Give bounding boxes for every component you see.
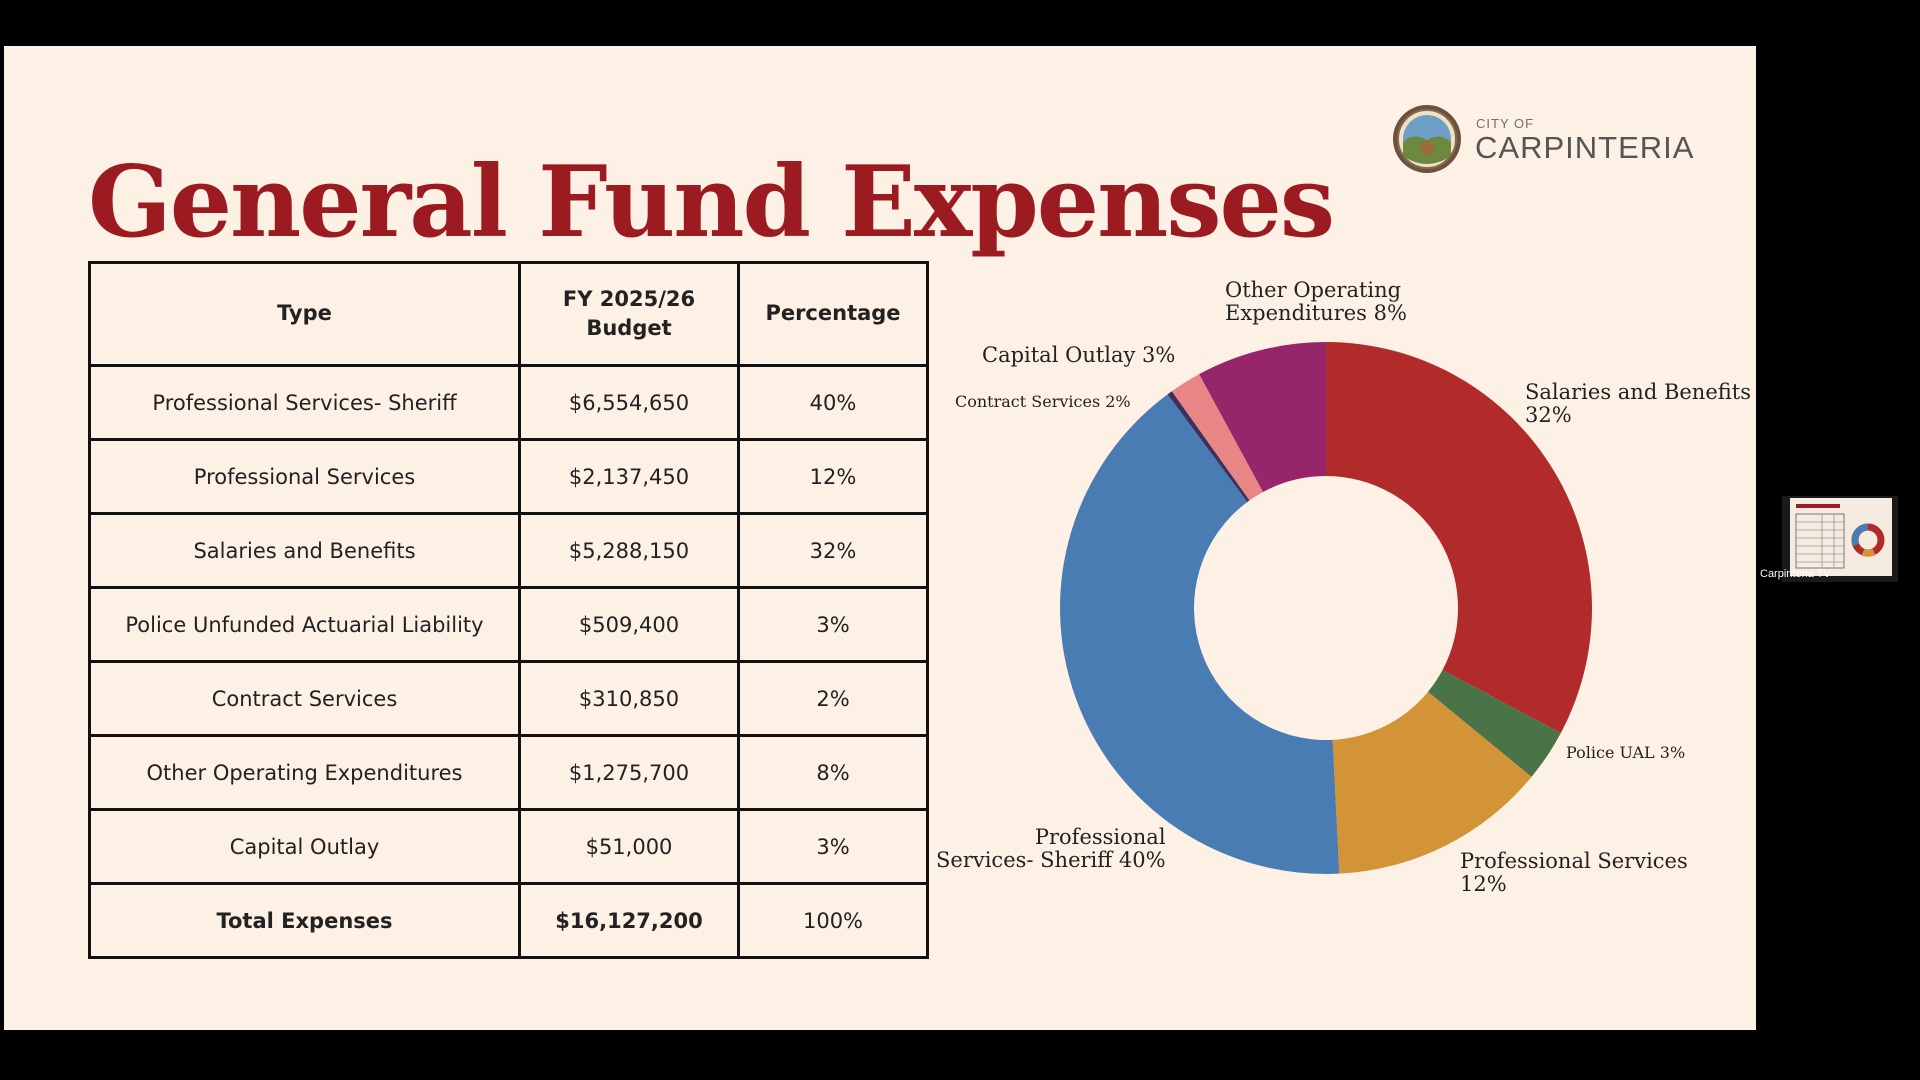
cell-total-label: Total Expenses bbox=[88, 882, 521, 959]
table-row: Salaries and Benefits $5,288,150 32% bbox=[88, 512, 929, 589]
donut-slice-salaries-and-benefits bbox=[1326, 342, 1592, 734]
cell-type: Capital Outlay bbox=[88, 808, 521, 885]
donut-slice-capital-outlay bbox=[1167, 391, 1250, 502]
cell-type: Salaries and Benefits bbox=[88, 512, 521, 589]
city-seal-icon bbox=[1393, 105, 1461, 173]
logo-city-name: CARPINTERIA bbox=[1475, 130, 1695, 165]
donut-slice-contract-services bbox=[1171, 374, 1264, 501]
table-header-row: Type FY 2025/26 Budget Percentage bbox=[88, 261, 929, 367]
header-budget-text: FY 2025/26 Budget bbox=[562, 286, 696, 340]
table-row: Professional Services $2,137,450 12% bbox=[88, 438, 929, 515]
table-row: Capital Outlay $51,000 3% bbox=[88, 808, 929, 885]
cell-budget: $310,850 bbox=[518, 660, 740, 737]
donut-label-line: Capital Outlay 3% bbox=[982, 343, 1176, 367]
cell-type: Other Operating Expenditures bbox=[88, 734, 521, 811]
table-total-row: Total Expenses $16,127,200 100% bbox=[88, 882, 929, 959]
donut-label-sheriff: Professional Services- Sheriff 40% bbox=[936, 826, 1166, 872]
donut-label-line: Expenditures 8% bbox=[1225, 301, 1407, 325]
cell-type: Professional Services- Sheriff bbox=[88, 364, 521, 441]
donut-slice-professional-services-sheriff bbox=[1060, 394, 1340, 874]
cell-percentage: 3% bbox=[737, 586, 929, 663]
cell-percentage: 40% bbox=[737, 364, 929, 441]
donut-label-line: Other Operating bbox=[1225, 278, 1402, 302]
cell-total-budget: $16,127,200 bbox=[518, 882, 740, 959]
presentation-slide: General Fund Expenses CITY OF CARPINTERI… bbox=[4, 46, 1756, 1030]
cell-budget: $6,554,650 bbox=[518, 364, 740, 441]
donut-slice-police-ual bbox=[1427, 670, 1561, 777]
cell-budget: $1,275,700 bbox=[518, 734, 740, 811]
city-logo: CITY OF CARPINTERIA bbox=[1392, 104, 1695, 180]
thumbnail-preview-icon bbox=[1790, 498, 1892, 576]
donut-label-professional-services: Professional Services 12% bbox=[1460, 850, 1688, 896]
expenses-table: Type FY 2025/26 Budget Percentage Profes… bbox=[88, 261, 929, 959]
cell-percentage: 3% bbox=[737, 808, 929, 885]
donut-label-line: Professional Services bbox=[1460, 849, 1688, 873]
donut-slice-other-operating-expenditures bbox=[1199, 342, 1326, 492]
header-percentage: Percentage bbox=[737, 261, 929, 367]
cell-type: Police Unfunded Actuarial Liability bbox=[88, 586, 521, 663]
donut-label-line: Contract Services 2% bbox=[955, 392, 1131, 411]
cell-budget: $5,288,150 bbox=[518, 512, 740, 589]
slide-title: General Fund Expenses bbox=[88, 145, 1335, 260]
header-budget: FY 2025/26 Budget bbox=[518, 261, 740, 367]
donut-label-line: 12% bbox=[1460, 872, 1507, 896]
thumbnail-participant-name: Carpinteria TV bbox=[1760, 568, 1831, 580]
table-row: Other Operating Expenditures $1,275,700 … bbox=[88, 734, 929, 811]
donut-label-capital-outlay: Capital Outlay 3% bbox=[982, 344, 1175, 367]
cell-percentage: 32% bbox=[737, 512, 929, 589]
donut-label-other-operating: Other Operating Expenditures 8% bbox=[1225, 279, 1407, 325]
cell-budget: $2,137,450 bbox=[518, 438, 740, 515]
donut-label-line: Services- Sheriff 40% bbox=[936, 848, 1166, 872]
donut-label-line: Salaries and Benefits bbox=[1525, 380, 1751, 404]
participant-video-thumbnail[interactable]: Carpinteria TV bbox=[1760, 496, 1898, 582]
cell-percentage: 8% bbox=[737, 734, 929, 811]
cell-type: Contract Services bbox=[88, 660, 521, 737]
cell-budget: $509,400 bbox=[518, 586, 740, 663]
header-type: Type bbox=[88, 261, 521, 367]
cell-total-percentage: 100% bbox=[737, 882, 929, 959]
cell-percentage: 12% bbox=[737, 438, 929, 515]
donut-label-line: Professional bbox=[1034, 825, 1166, 849]
expenses-donut-chart bbox=[1060, 342, 1592, 874]
donut-slice-professional-services bbox=[1332, 691, 1532, 874]
cell-type: Professional Services bbox=[88, 438, 521, 515]
donut-label-police-ual: Police UAL 3% bbox=[1566, 744, 1685, 762]
donut-label-line: Police UAL 3% bbox=[1566, 743, 1686, 762]
thumbnail-slide-preview bbox=[1790, 498, 1892, 576]
table-row: Contract Services $310,850 2% bbox=[88, 660, 929, 737]
donut-label-salaries: Salaries and Benefits 32% bbox=[1525, 381, 1751, 427]
donut-label-contract-services: Contract Services 2% bbox=[955, 393, 1131, 411]
table-row: Professional Services- Sheriff $6,554,65… bbox=[88, 364, 929, 441]
cell-percentage: 2% bbox=[737, 660, 929, 737]
cell-budget: $51,000 bbox=[518, 808, 740, 885]
donut-label-line: 32% bbox=[1525, 403, 1572, 427]
table-row: Police Unfunded Actuarial Liability $509… bbox=[88, 586, 929, 663]
logo-city-of: CITY OF bbox=[1476, 116, 1535, 131]
